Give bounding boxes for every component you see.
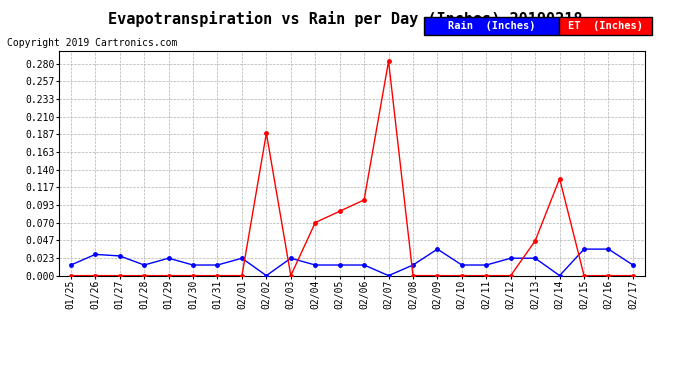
Text: Rain  (Inches): Rain (Inches) — [448, 21, 535, 31]
Text: ET  (Inches): ET (Inches) — [568, 21, 643, 31]
Text: Evapotranspiration vs Rain per Day (Inches) 20190218: Evapotranspiration vs Rain per Day (Inch… — [108, 11, 582, 27]
Text: Copyright 2019 Cartronics.com: Copyright 2019 Cartronics.com — [7, 38, 177, 48]
